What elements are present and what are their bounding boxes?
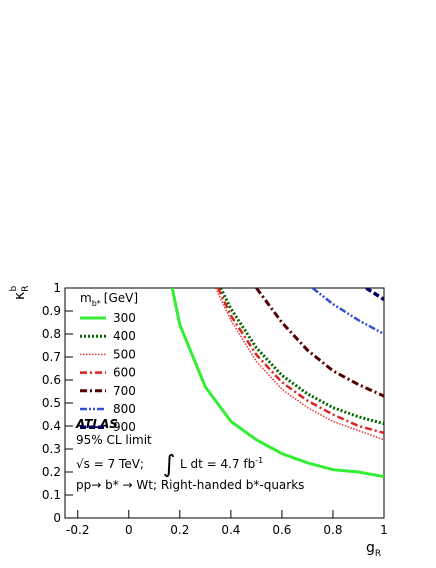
legend-label: 600 xyxy=(113,366,136,380)
x-axis-label: gR xyxy=(366,540,381,559)
y-tick-label: 0.8 xyxy=(42,327,61,341)
legend-label: 900 xyxy=(113,420,136,434)
series-line xyxy=(311,288,384,336)
x-tick-label: 0.6 xyxy=(272,523,291,537)
y-tick-label: 0.9 xyxy=(42,304,61,318)
y-axis-label: κRb xyxy=(9,285,31,300)
integral-sign: ∫ xyxy=(163,450,176,478)
y-tick-label: 0.1 xyxy=(42,488,61,502)
series-line xyxy=(216,288,384,435)
legend-label: 700 xyxy=(113,384,136,398)
x-tick-label: -0.2 xyxy=(66,523,89,537)
x-tick-label: 1 xyxy=(380,523,388,537)
legend-label: 500 xyxy=(113,347,136,361)
legend-label: 800 xyxy=(113,402,136,416)
x-tick-label: 0.4 xyxy=(221,523,240,537)
legend-label: 300 xyxy=(113,311,136,325)
y-tick-label: 1 xyxy=(53,281,61,295)
series-line xyxy=(214,288,384,441)
energy-label: √s = 7 TeV; xyxy=(76,457,144,471)
svg-text:κRb: κRb xyxy=(9,285,31,300)
series-line xyxy=(255,288,384,398)
x-tick-label: 0.2 xyxy=(170,523,189,537)
y-tick-label: 0.3 xyxy=(42,442,61,456)
y-tick-label: 0.4 xyxy=(42,419,61,433)
legend-label: 400 xyxy=(113,329,136,343)
series-line xyxy=(365,288,384,301)
x-tick-label: 0.8 xyxy=(323,523,342,537)
y-tick-label: 0.5 xyxy=(42,396,61,410)
legend-title: mb* [GeV] xyxy=(80,291,138,308)
y-tick-label: 0.6 xyxy=(42,373,61,387)
series-line xyxy=(170,288,384,479)
x-tick-label: 0 xyxy=(125,523,133,537)
y-tick-label: 0.7 xyxy=(42,350,61,364)
lumi-label: L dt = 4.7 fb-1 xyxy=(180,456,263,471)
process-label: pp→ b* → Wt; Right-handed b*-quarks xyxy=(76,478,304,492)
y-tick-label: 0.2 xyxy=(42,465,61,479)
series-line xyxy=(219,288,384,426)
limit-label: 95% CL limit xyxy=(76,433,152,447)
y-tick-label: 0 xyxy=(53,511,61,525)
